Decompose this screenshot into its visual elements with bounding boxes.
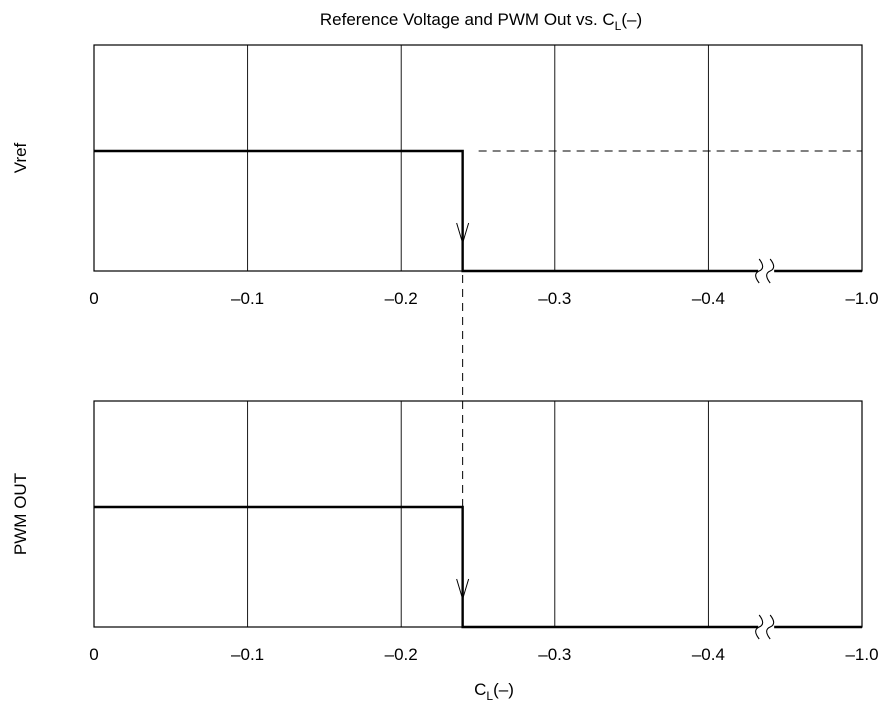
panel-vref-axis-break-mark [766, 258, 775, 284]
panel-vref-grid [247, 45, 709, 271]
panel-vref-x-ticks: 0 –0.1 –0.2 –0.3 –0.4 –1.0 [89, 289, 878, 308]
panel-vref-x-tick-label: –0.4 [692, 289, 725, 308]
panel-pwm-y-label: PWM OUT [11, 473, 30, 555]
panel-pwm-grid [247, 401, 709, 627]
panel-vref-x-tick-label: –0.3 [538, 289, 571, 308]
panel-vref-series-line [94, 149, 862, 273]
x-axis-label: CL(–) [474, 680, 514, 703]
panel-pwm-x-tick-label: –0.2 [385, 645, 418, 664]
panel-pwm-frame [93, 400, 863, 628]
panel-pwm-series-line [94, 505, 862, 629]
panel-vref-x-tick-label: –0.1 [231, 289, 264, 308]
panel-pwm-axis-break-mark [755, 614, 764, 640]
chart-title: Reference Voltage and PWM Out vs. CL(–) [320, 10, 642, 33]
panel-pwm-axis-break-mark [766, 614, 775, 640]
panel-vref-axis-break [755, 258, 775, 284]
panel-pwm-x-tick-label: –0.1 [231, 645, 264, 664]
panel-pwm-x-tick-label: –1.0 [845, 645, 878, 664]
panel-pwm: 0 –0.1 –0.2 –0.3 –0.4 –1.0 PWM OUT [11, 400, 879, 664]
panel-pwm-x-tick-label: –0.3 [538, 645, 571, 664]
panel-vref: 0 –0.1 –0.2 –0.3 –0.4 –1.0 Vref [11, 44, 879, 308]
panel-vref-y-label: Vref [11, 142, 30, 173]
panel-pwm-axis-break [755, 614, 775, 640]
panel-pwm-x-ticks: 0 –0.1 –0.2 –0.3 –0.4 –1.0 [89, 645, 878, 664]
panel-vref-x-tick-label: 0 [89, 289, 98, 308]
panel-vref-x-tick-label: –1.0 [845, 289, 878, 308]
panel-vref-frame [93, 44, 863, 272]
panel-pwm-x-tick-label: –0.4 [692, 645, 725, 664]
panel-vref-step-arrow [456, 222, 470, 245]
panel-pwm-step-arrow [456, 578, 470, 601]
panel-vref-x-tick-label: –0.2 [385, 289, 418, 308]
panel-vref-axis-break-mark [755, 258, 764, 284]
panel-pwm-x-tick-label: 0 [89, 645, 98, 664]
